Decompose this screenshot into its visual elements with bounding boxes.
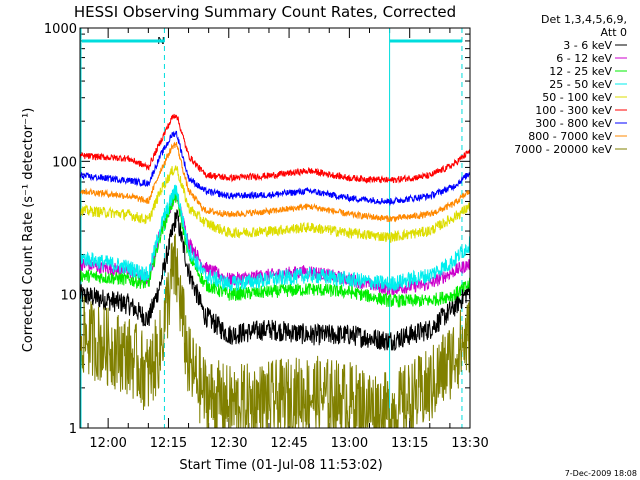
plot-frame — [79, 27, 471, 429]
series-line — [79, 190, 471, 308]
legend-label: 3 - 6 keV — [563, 39, 612, 52]
series-line — [79, 141, 471, 223]
x-tick-label: 13:00 — [331, 436, 368, 451]
y-axis-label: Corrected Count Rate (s⁻¹ detector⁻¹) — [21, 108, 36, 353]
legend-header-line-1: Det 1,3,4,5,6,9, — [541, 13, 627, 26]
y-tick-label: 100 — [52, 155, 77, 170]
y-tick-label: 1000 — [44, 22, 77, 37]
series-line — [79, 164, 471, 244]
legend-label: 25 - 50 keV — [549, 78, 612, 91]
x-tick-label: 12:30 — [210, 436, 247, 451]
x-tick-label: 13:15 — [391, 436, 428, 451]
legend-header-line-2: Att 0 — [601, 26, 627, 39]
x-tick-label: 12:15 — [150, 436, 187, 451]
series-line — [79, 113, 471, 184]
legend-label: 800 - 7000 keV — [528, 130, 612, 143]
legend-label: 12 - 25 keV — [549, 65, 612, 78]
x-tick-label: 12:00 — [89, 436, 126, 451]
generation-timestamp: 7-Dec-2009 18:08 — [565, 469, 637, 478]
legend-label: 100 - 300 keV — [535, 104, 612, 117]
x-tick-label: 12:45 — [270, 436, 307, 451]
series-line — [79, 184, 471, 292]
series-line — [79, 233, 471, 429]
legend-label: 300 - 800 keV — [535, 117, 612, 130]
legend-label: 7000 - 20000 keV — [514, 143, 612, 156]
y-tick-label: 1 — [69, 422, 77, 437]
y-tick-label: 10 — [60, 289, 77, 304]
series-line — [79, 209, 471, 351]
x-axis-label: Start Time (01-Jul-08 11:53:02) — [179, 458, 382, 473]
x-tick-label: 13:30 — [451, 436, 488, 451]
chart-title: HESSI Observing Summary Count Rates, Cor… — [74, 3, 456, 21]
series-line — [79, 130, 470, 207]
legend-label: 50 - 100 keV — [542, 91, 612, 104]
legend-label: 6 - 12 keV — [556, 52, 612, 65]
